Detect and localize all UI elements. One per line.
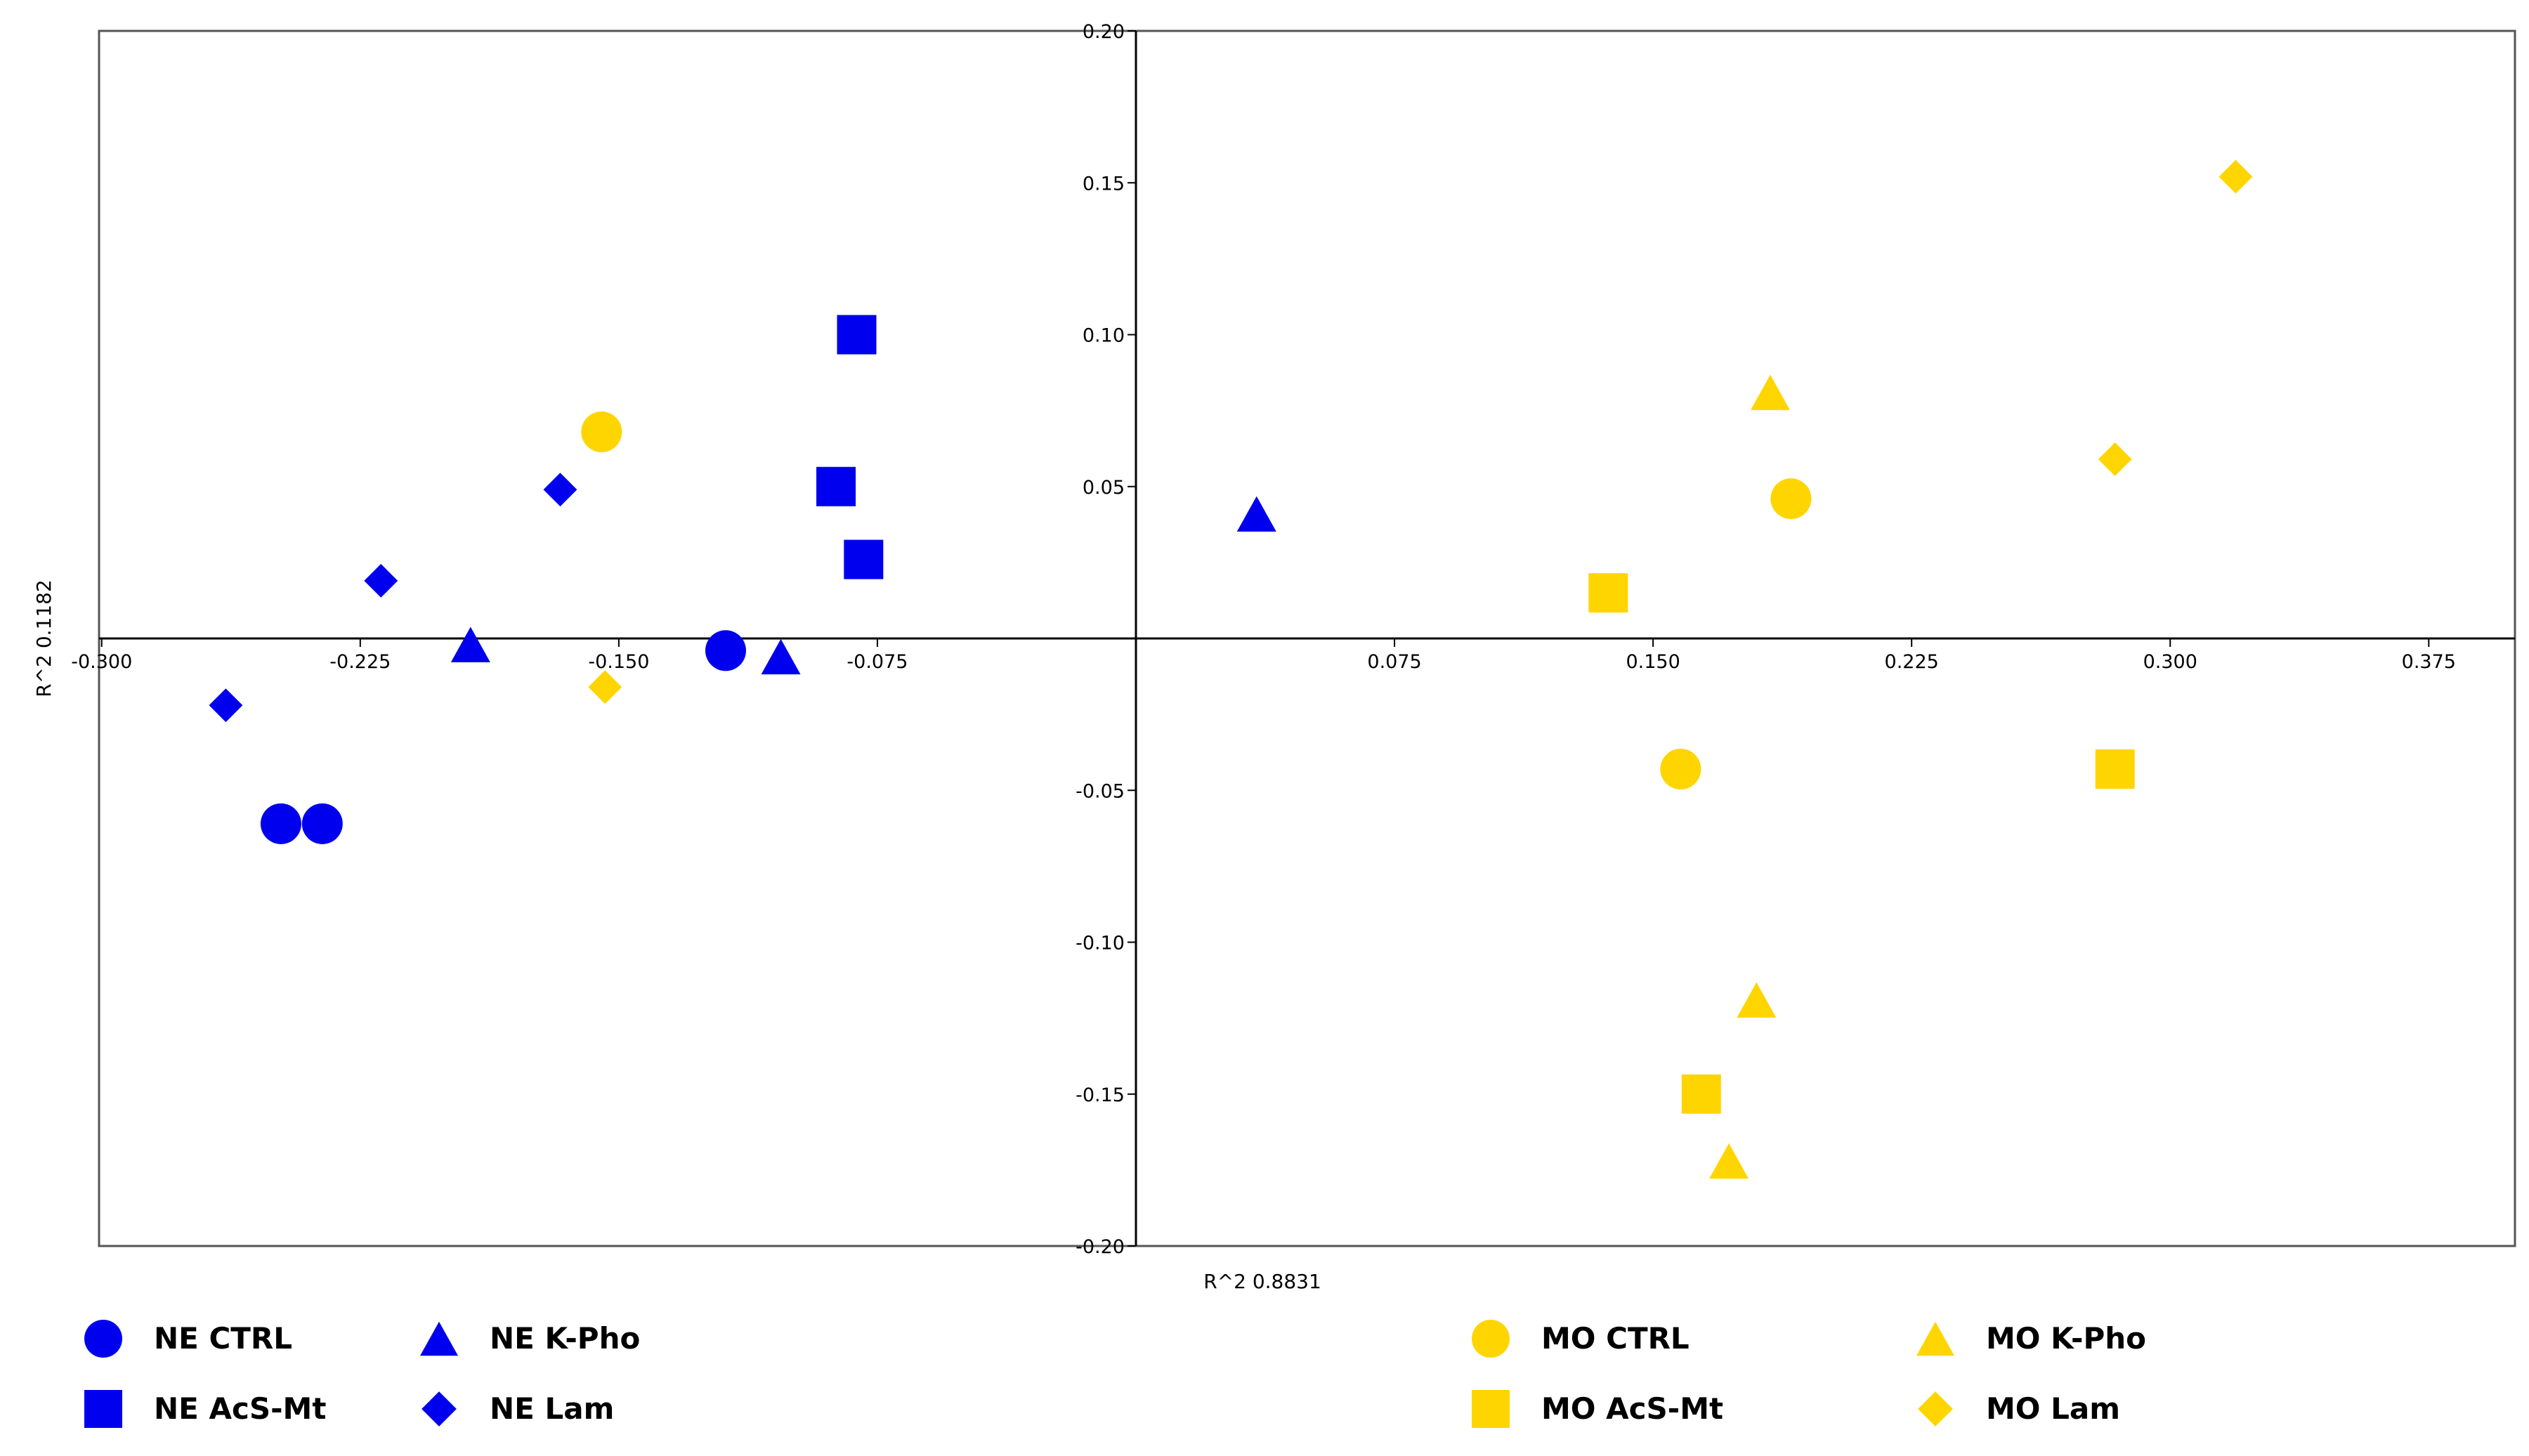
y-axis-title: R^2 0.1182 (32, 579, 55, 697)
x-tick-label: 0.375 (2402, 651, 2456, 673)
y-tick-label: -0.10 (1076, 933, 1125, 955)
point-mo-k-pho (1750, 374, 1790, 410)
x-tick-label: -0.300 (71, 651, 132, 673)
legend-marker-ne-lam (422, 1391, 457, 1427)
point-ne-ctrl (260, 803, 301, 844)
legend-marker-ne-acs-mt (84, 1390, 122, 1428)
x-tick-label: -0.075 (847, 651, 908, 673)
point-mo-acs-mt (1588, 573, 1628, 613)
x-tick-label: -0.150 (588, 651, 649, 673)
legend-marker-mo-ctrl (1472, 1320, 1510, 1358)
y-tick-label: -0.05 (1076, 780, 1125, 802)
point-ne-ctrl (301, 803, 343, 844)
legend-label-ne-lam: NE Lam (490, 1391, 614, 1426)
y-tick-label: -0.15 (1076, 1084, 1125, 1106)
legend-label-mo-ctrl: MO CTRL (1541, 1321, 1690, 1356)
point-ne-acs-mt (844, 539, 884, 579)
point-ne-lam (543, 473, 577, 506)
point-mo-acs-mt (1681, 1074, 1721, 1114)
point-ne-k-pho (450, 627, 490, 662)
legend-label-ne-acs-mt: NE AcS-Mt (154, 1391, 326, 1426)
y-tick-label: 0.15 (1083, 173, 1125, 195)
point-ne-lam (364, 563, 398, 598)
point-ne-k-pho (761, 638, 801, 675)
point-mo-k-pho (1737, 982, 1777, 1018)
point-mo-k-pho (1709, 1143, 1749, 1179)
legend-label-ne-k-pho: NE K-Pho (490, 1321, 640, 1356)
legend-marker-mo-k-pho (1916, 1321, 1954, 1356)
axis-ticks: -0.300 -0.225 -0.150 -0.075 0.075 0.150 0.225 0… (71, 21, 2456, 1258)
point-mo-lam (2098, 442, 2132, 476)
point-ne-k-pho (1236, 496, 1276, 532)
point-mo-lam (2218, 159, 2253, 194)
x-tick-label: 0.150 (1626, 651, 1680, 673)
data-points (209, 159, 2253, 1179)
y-tick-label: 0.20 (1083, 21, 1125, 43)
point-mo-acs-mt (2095, 749, 2135, 789)
legend-label-mo-acs-mt: MO AcS-Mt (1541, 1391, 1723, 1426)
x-tick-label: -0.225 (329, 651, 391, 673)
legend-marker-ne-k-pho (420, 1321, 458, 1356)
y-tick-label: -0.20 (1076, 1236, 1125, 1258)
x-tick-label: 0.075 (1367, 651, 1421, 673)
point-mo-lam (588, 670, 622, 704)
point-ne-lam (209, 688, 243, 723)
point-mo-ctrl (581, 411, 622, 452)
y-tick-label: 0.10 (1083, 325, 1125, 347)
legend-label-ne-ctrl: NE CTRL (154, 1321, 292, 1356)
x-tick-label: 0.300 (2143, 651, 2197, 673)
point-mo-ctrl (1770, 478, 1812, 520)
legend-marker-mo-acs-mt (1472, 1390, 1510, 1428)
y-tick-label: 0.05 (1083, 477, 1125, 499)
x-tick-label: 0.225 (1885, 651, 1939, 673)
legend-label-mo-lam: MO Lam (1986, 1391, 2120, 1426)
point-ne-ctrl (705, 630, 747, 671)
legend-marker-ne-ctrl (84, 1320, 122, 1358)
legend-marker-mo-lam (1918, 1391, 1953, 1427)
point-mo-ctrl (1660, 748, 1701, 789)
point-ne-acs-mt (816, 466, 856, 506)
point-ne-acs-mt (837, 315, 877, 355)
legend-label-mo-k-pho: MO K-Pho (1986, 1321, 2146, 1356)
legend: NE CTRL NE AcS-Mt NE K-Pho NE Lam MO CTRL MO … (84, 1320, 2146, 1428)
x-axis-title: R^2 0.8831 (1203, 1270, 1321, 1293)
